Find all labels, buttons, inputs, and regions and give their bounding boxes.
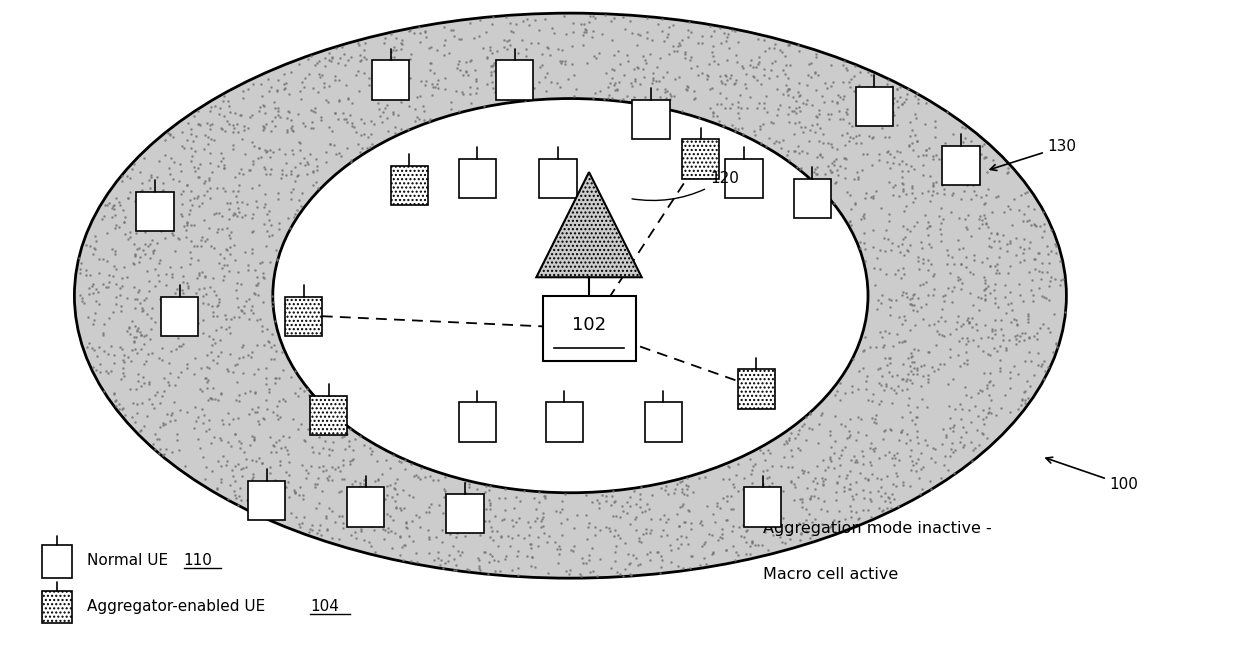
Bar xyxy=(682,139,719,179)
Ellipse shape xyxy=(74,13,1066,578)
Bar xyxy=(248,481,285,520)
Bar xyxy=(391,166,428,205)
Bar xyxy=(632,100,670,139)
Bar xyxy=(942,146,980,185)
Text: Aggregator-enabled UE: Aggregator-enabled UE xyxy=(87,599,270,614)
Bar xyxy=(42,545,72,578)
Text: 104: 104 xyxy=(310,599,339,614)
Bar xyxy=(446,494,484,533)
Bar xyxy=(496,60,533,100)
Bar xyxy=(539,159,577,198)
Text: 110: 110 xyxy=(184,553,212,568)
Bar xyxy=(725,159,763,198)
Text: Normal UE: Normal UE xyxy=(87,553,172,568)
Text: 100: 100 xyxy=(1047,457,1138,493)
Text: 130: 130 xyxy=(991,139,1076,170)
Bar xyxy=(136,192,174,231)
Bar xyxy=(459,159,496,198)
Bar xyxy=(459,402,496,442)
Text: 102: 102 xyxy=(572,316,606,334)
Bar xyxy=(42,591,72,623)
Bar xyxy=(310,396,347,435)
Bar xyxy=(794,179,831,218)
Polygon shape xyxy=(536,172,642,277)
Bar xyxy=(347,487,384,527)
Text: 120: 120 xyxy=(632,171,739,200)
Ellipse shape xyxy=(273,99,868,493)
Bar xyxy=(543,296,635,361)
Bar xyxy=(856,87,893,126)
Bar xyxy=(161,297,198,336)
Bar xyxy=(285,297,322,336)
Bar xyxy=(645,402,682,442)
Bar xyxy=(372,60,409,100)
Bar xyxy=(738,369,775,409)
Bar xyxy=(744,487,781,527)
Text: Aggregation mode inactive -: Aggregation mode inactive - xyxy=(763,522,991,536)
Bar xyxy=(546,402,583,442)
Text: Macro cell active: Macro cell active xyxy=(763,568,898,582)
